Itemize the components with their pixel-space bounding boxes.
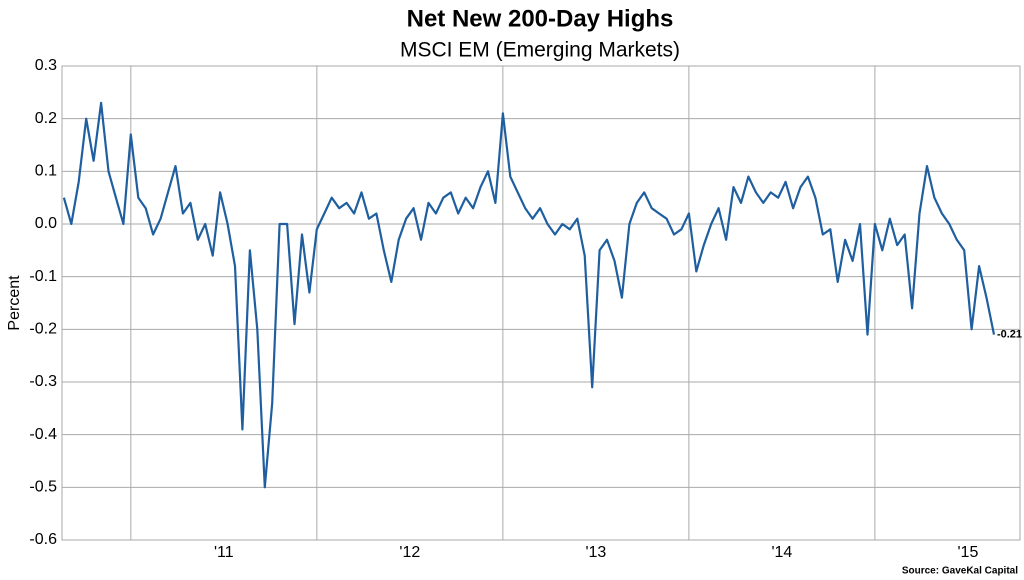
end-value-label: -0.21 xyxy=(997,329,1022,341)
y-tick-label: -0.4 xyxy=(29,426,57,443)
y-tick-label: -0.5 xyxy=(29,479,57,496)
y-tick-label: 0.3 xyxy=(35,57,57,74)
data-line xyxy=(62,101,996,489)
chart-title: Net New 200-Day Highs xyxy=(407,5,674,32)
y-tick-label: -0.2 xyxy=(29,321,57,338)
y-tick-label: 0.2 xyxy=(35,110,57,127)
y-tick-label: -0.6 xyxy=(29,531,57,548)
source-note: Source: GaveKal Capital xyxy=(902,566,1018,577)
y-axis-label: Percent xyxy=(6,275,23,331)
y-tick-label: 0.1 xyxy=(35,163,57,180)
x-tick-label: '12 xyxy=(399,544,420,561)
x-tick-label: '13 xyxy=(585,544,606,561)
y-tick-label: 0.0 xyxy=(35,215,57,232)
plot-area xyxy=(61,65,1021,541)
x-tick-label: '14 xyxy=(771,544,792,561)
x-tick-label: '11 xyxy=(214,544,234,561)
y-tick-label: -0.1 xyxy=(29,268,57,285)
x-tick-label: '15 xyxy=(957,544,978,561)
y-tick-label: -0.3 xyxy=(29,373,57,390)
chart-subtitle: MSCI EM (Emerging Markets) xyxy=(400,39,680,62)
